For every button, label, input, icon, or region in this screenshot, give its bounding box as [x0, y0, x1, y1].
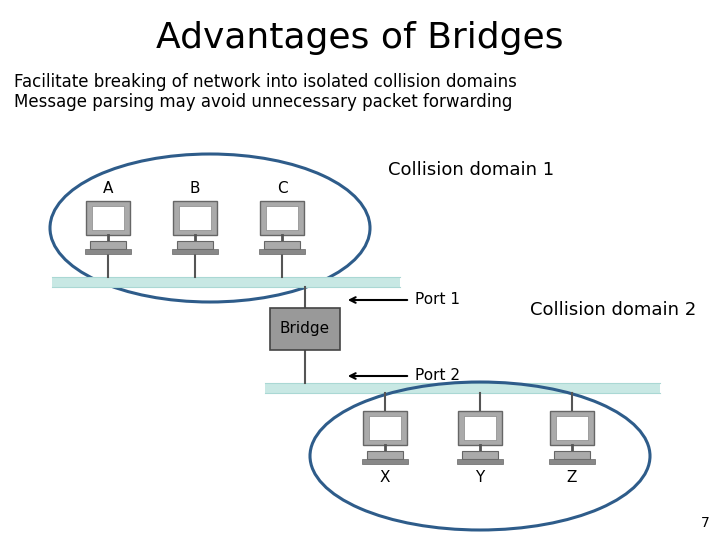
- Bar: [464, 416, 496, 440]
- Bar: [265, 383, 660, 393]
- Bar: [259, 249, 305, 254]
- Text: A: A: [103, 181, 113, 196]
- Text: Message parsing may avoid unnecessary packet forwarding: Message parsing may avoid unnecessary pa…: [14, 93, 513, 111]
- Text: Port 2: Port 2: [415, 368, 460, 383]
- Bar: [264, 241, 300, 249]
- Text: Port 1: Port 1: [415, 293, 460, 307]
- Bar: [554, 451, 590, 459]
- Text: Collision domain 2: Collision domain 2: [530, 301, 696, 319]
- Text: Z: Z: [567, 470, 577, 485]
- Bar: [85, 249, 131, 254]
- Bar: [462, 451, 498, 459]
- Text: 7: 7: [701, 516, 710, 530]
- Text: Facilitate breaking of network into isolated collision domains: Facilitate breaking of network into isol…: [14, 73, 517, 91]
- Text: Y: Y: [475, 470, 485, 485]
- Text: X: X: [379, 470, 390, 485]
- Bar: [367, 451, 403, 459]
- Bar: [172, 249, 218, 254]
- Text: Advantages of Bridges: Advantages of Bridges: [156, 21, 564, 55]
- Text: B: B: [190, 181, 200, 196]
- Bar: [52, 277, 400, 287]
- Bar: [556, 416, 588, 440]
- Bar: [266, 206, 298, 230]
- Bar: [92, 206, 124, 230]
- Bar: [177, 241, 213, 249]
- Bar: [362, 459, 408, 464]
- Bar: [550, 411, 594, 445]
- Bar: [369, 416, 401, 440]
- Bar: [457, 459, 503, 464]
- Bar: [260, 201, 304, 235]
- Bar: [173, 201, 217, 235]
- Bar: [549, 459, 595, 464]
- Bar: [270, 308, 340, 350]
- Text: Collision domain 1: Collision domain 1: [388, 161, 554, 179]
- Text: C: C: [276, 181, 287, 196]
- Bar: [90, 241, 126, 249]
- Bar: [363, 411, 407, 445]
- Bar: [86, 201, 130, 235]
- Bar: [179, 206, 211, 230]
- Bar: [458, 411, 502, 445]
- Text: Bridge: Bridge: [280, 321, 330, 336]
